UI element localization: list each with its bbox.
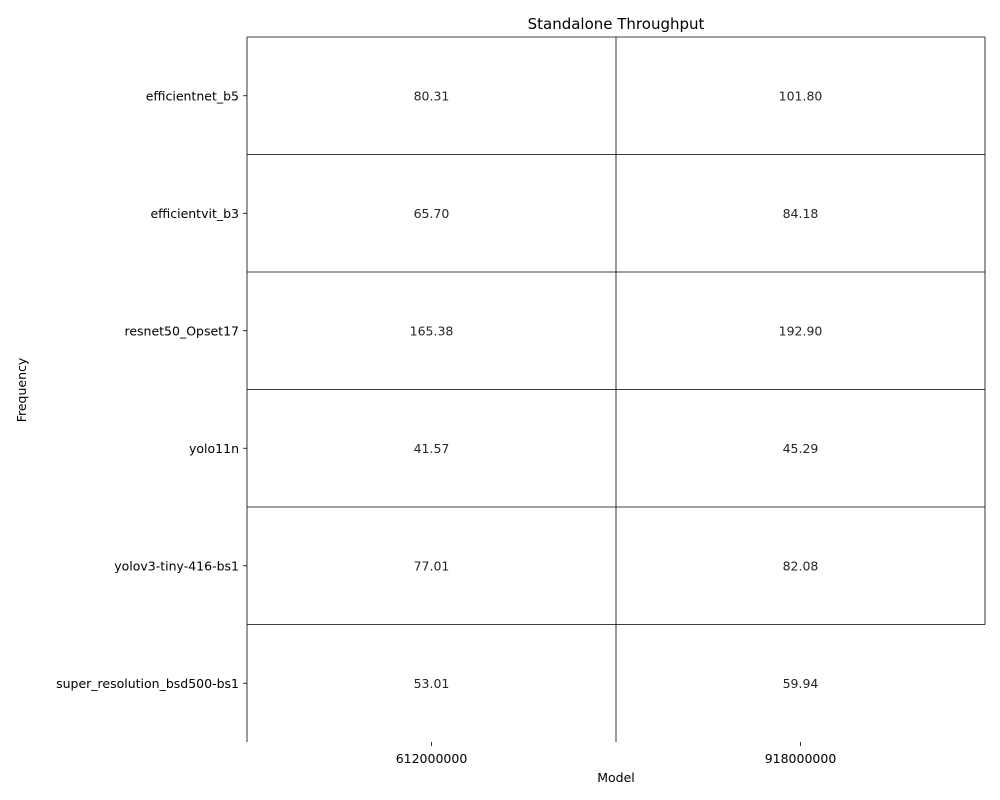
cell-value: 77.01 xyxy=(414,558,450,573)
cell-value: 101.80 xyxy=(779,88,823,103)
row-label: resnet50_Opset17 xyxy=(124,323,239,338)
cell-value: 82.08 xyxy=(783,558,819,573)
row-label: yolov3-tiny-416-bs1 xyxy=(114,558,239,573)
cell-value: 45.29 xyxy=(783,441,819,456)
column-label: 612000000 xyxy=(396,751,468,766)
x-axis-label: Model xyxy=(597,770,635,785)
row-label: yolo11n xyxy=(189,441,239,456)
table-cells: 80.31 101.80 65.70 84.18 165.38 192.90 41.57 45… xyxy=(410,88,823,691)
column-labels: 612000000 918000000 xyxy=(396,742,837,766)
table-grid xyxy=(246,36,986,742)
cell-value: 53.01 xyxy=(414,676,450,691)
cell-value: 65.70 xyxy=(414,206,450,221)
cell-value: 41.57 xyxy=(414,441,450,456)
row-label: efficientvit_b3 xyxy=(150,206,239,221)
cell-value: 165.38 xyxy=(410,323,454,338)
row-label: efficientnet_b5 xyxy=(146,88,239,103)
cell-value: 192.90 xyxy=(779,323,823,338)
chart-title: Standalone Throughput xyxy=(528,15,705,33)
row-label: super_resolution_bsd500-bs1 xyxy=(56,676,239,691)
cell-value: 84.18 xyxy=(783,206,819,221)
cell-value: 59.94 xyxy=(783,676,819,691)
cell-value: 80.31 xyxy=(414,88,450,103)
column-label: 918000000 xyxy=(765,751,837,766)
row-labels: efficientnet_b5 efficientvit_b3 resnet50_O… xyxy=(56,88,247,691)
y-axis-label: Frequency xyxy=(14,357,29,422)
